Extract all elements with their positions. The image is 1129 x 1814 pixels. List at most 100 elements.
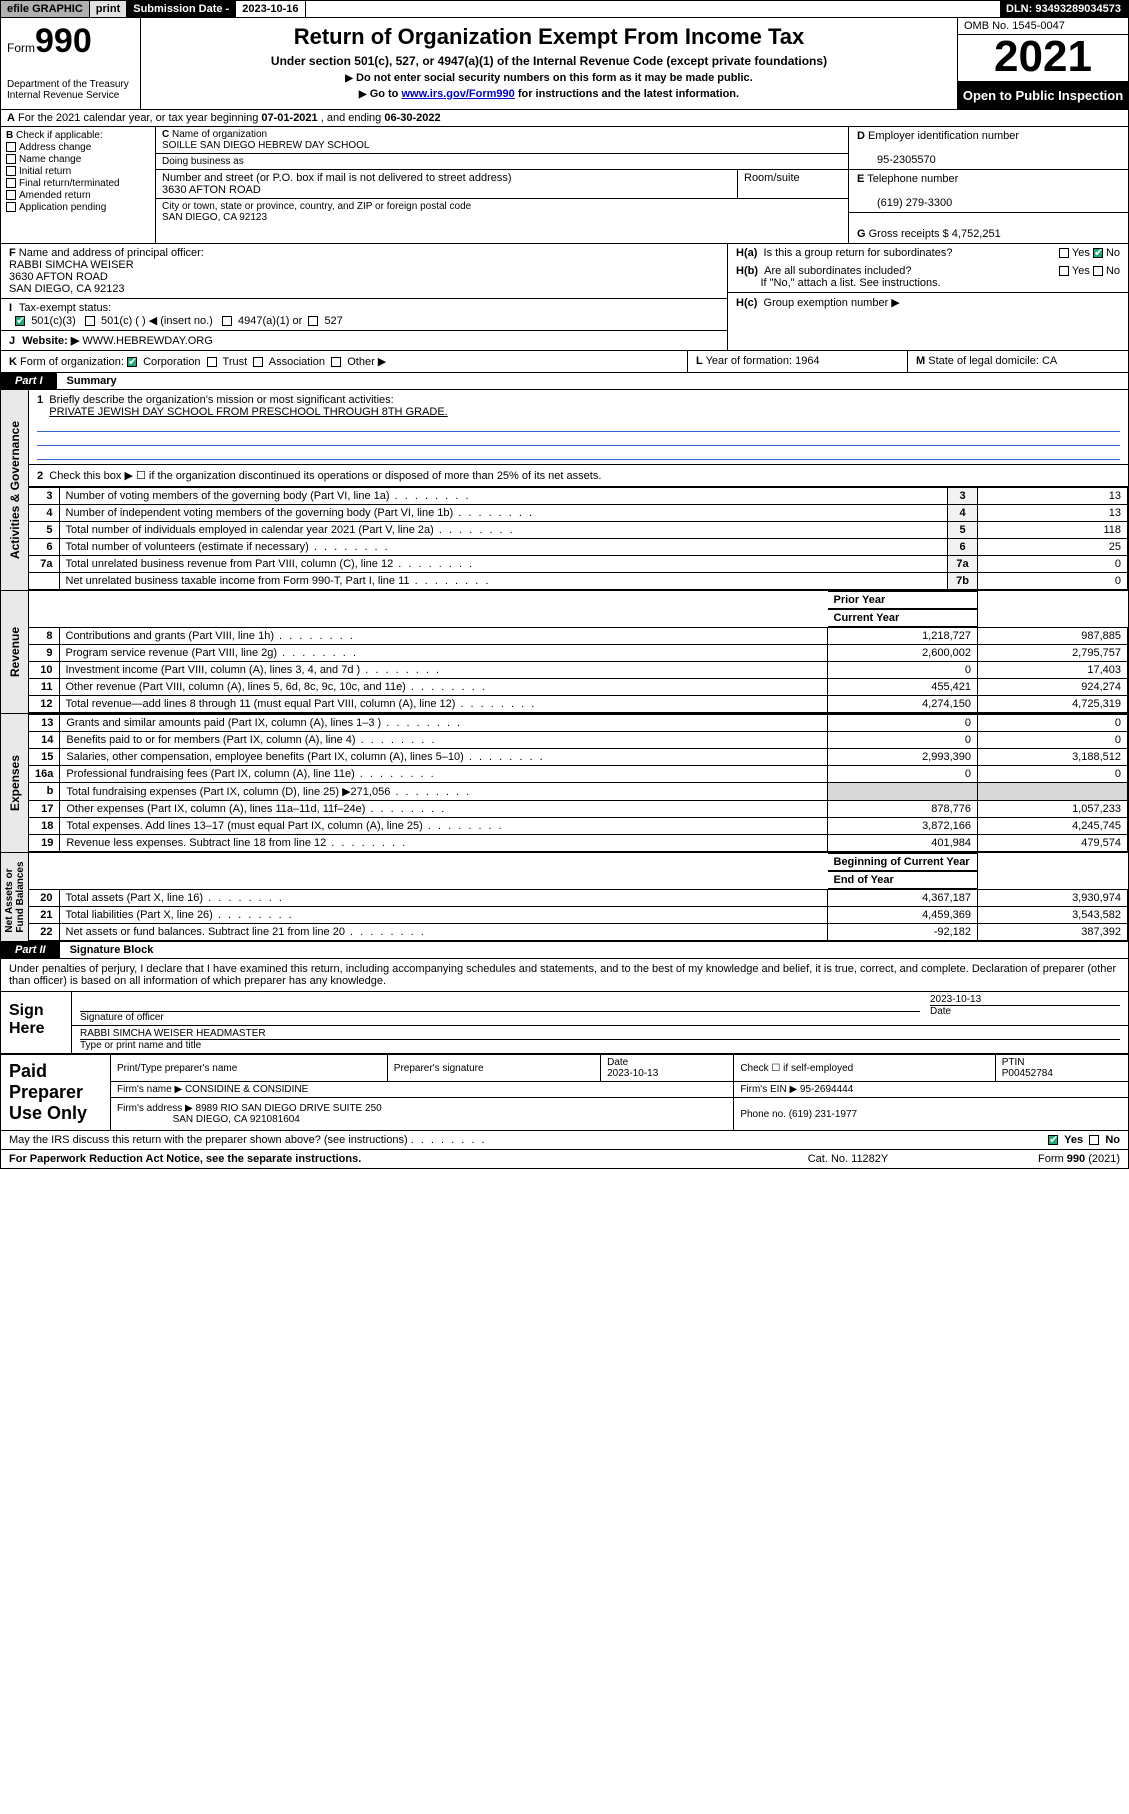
dba-label: Doing business as: [162, 156, 244, 167]
section-governance: Activities & Governance 1 Briefly descri…: [0, 390, 1129, 590]
net-assets-table: Beginning of Current YearEnd of Year20To…: [29, 853, 1128, 941]
addr-label: Number and street (or P.O. box if mail i…: [162, 172, 512, 184]
table-row: 17Other expenses (Part IX, column (A), l…: [29, 801, 1128, 818]
sign-here-label: Sign Here: [1, 992, 71, 1053]
firm-phone: (619) 231-1977: [789, 1109, 857, 1120]
form-prefix: Form: [7, 41, 35, 55]
firm-addr1: 8989 RIO SAN DIEGO DRIVE SUITE 250: [196, 1103, 382, 1114]
table-row: 13Grants and similar amounts paid (Part …: [29, 715, 1128, 732]
note-ssn: ▶ Do not enter social security numbers o…: [149, 72, 949, 84]
submission-date-label: Submission Date -: [127, 1, 236, 17]
chk-527[interactable]: [308, 316, 318, 326]
chk-other[interactable]: [331, 357, 341, 367]
table-row: 10Investment income (Part VIII, column (…: [29, 662, 1128, 679]
chk-name-change[interactable]: Name change: [6, 154, 150, 165]
table-row: 7aTotal unrelated business revenue from …: [29, 556, 1128, 573]
chk-amended-return[interactable]: Amended return: [6, 190, 150, 201]
page-footer: For Paperwork Reduction Act Notice, see …: [0, 1150, 1129, 1169]
tax-exempt-label: Tax-exempt status:: [19, 302, 111, 314]
prep-date: Date2023-10-13: [601, 1055, 734, 1082]
part-ii-tab: Part II: [1, 942, 60, 958]
chk-association[interactable]: [253, 357, 263, 367]
table-row: Net unrelated business taxable income fr…: [29, 573, 1128, 590]
gross-receipts-value: 4,752,251: [952, 228, 1001, 240]
irs-link[interactable]: www.irs.gov/Form990: [401, 88, 514, 100]
discuss-row: May the IRS discuss this return with the…: [0, 1131, 1129, 1150]
chk-initial-return[interactable]: Initial return: [6, 166, 150, 177]
paid-preparer-table: Paid Preparer Use Only Print/Type prepar…: [0, 1054, 1129, 1131]
table-row: 3Number of voting members of the governi…: [29, 488, 1128, 505]
table-row: 12Total revenue—add lines 8 through 11 (…: [29, 696, 1128, 713]
chk-4947[interactable]: [222, 316, 232, 326]
name-title-label: Type or print name and title: [80, 1040, 201, 1051]
part-i-tab: Part I: [1, 373, 57, 389]
officer-addr2: SAN DIEGO, CA 92123: [9, 283, 125, 295]
table-row: 4Number of independent voting members of…: [29, 505, 1128, 522]
domicile-label: State of legal domicile:: [928, 355, 1039, 367]
hb-no[interactable]: [1093, 266, 1103, 276]
prep-name-hdr: Print/Type preparer's name: [111, 1055, 388, 1082]
hb-note: If "No," attach a list. See instructions…: [760, 277, 940, 289]
part-i-header: Part I Summary: [0, 373, 1129, 390]
prep-ptin: PTINP00452784: [995, 1055, 1128, 1082]
form-header: Form990 Department of the Treasury Inter…: [0, 18, 1129, 110]
identity-grid: B Check if applicable: Address change Na…: [0, 127, 1129, 244]
domicile-value: CA: [1042, 355, 1057, 367]
form-subtitle: Under section 501(c), 527, or 4947(a)(1)…: [149, 54, 949, 68]
discuss-question: May the IRS discuss this return with the…: [9, 1134, 408, 1146]
discuss-yes[interactable]: [1048, 1135, 1058, 1145]
department-label: Department of the Treasury Internal Reve…: [7, 79, 134, 101]
firm-phone-label: Phone no.: [740, 1109, 786, 1120]
hb-yes[interactable]: [1059, 266, 1069, 276]
perjury-text: Under penalties of perjury, I declare th…: [0, 959, 1129, 992]
org-name-label: Name of organization: [172, 129, 267, 140]
officer-signature-line[interactable]: [80, 994, 920, 1012]
chk-trust[interactable]: [207, 357, 217, 367]
vlabel-expenses: Expenses: [8, 755, 22, 811]
vlabel-governance: Activities & Governance: [8, 421, 22, 559]
table-row: 8Contributions and grants (Part VIII, li…: [29, 628, 1128, 645]
firm-addr2: SAN DIEGO, CA 921081604: [173, 1114, 300, 1125]
hb-question: Are all subordinates included?: [764, 265, 911, 277]
street-address: 3630 AFTON ROAD: [162, 184, 261, 196]
part-ii-header: Part II Signature Block: [0, 942, 1129, 959]
chk-final-return[interactable]: Final return/terminated: [6, 178, 150, 189]
top-strip: efile GRAPHIC print Submission Date - 20…: [0, 0, 1129, 18]
chk-501c[interactable]: [85, 316, 95, 326]
table-row: 22Net assets or fund balances. Subtract …: [29, 924, 1128, 941]
form-title: Return of Organization Exempt From Incom…: [149, 24, 949, 50]
vlabel-net-assets: Net Assets orFund Balances: [4, 861, 26, 932]
table-row: 16aProfessional fundraising fees (Part I…: [29, 766, 1128, 783]
cat-no: Cat. No. 11282Y: [748, 1150, 948, 1168]
ha-yes[interactable]: [1059, 248, 1069, 258]
officer-label: Name and address of principal officer:: [19, 247, 204, 259]
tax-year-range: A For the 2021 calendar year, or tax yea…: [0, 110, 1129, 127]
q2-row: 2 Check this box ▶ ☐ if the organization…: [29, 465, 1128, 487]
chk-address-change[interactable]: Address change: [6, 142, 150, 153]
table-row: 20Total assets (Part X, line 16)4,367,18…: [29, 890, 1128, 907]
firm-addr-label: Firm's address ▶: [117, 1103, 193, 1114]
form-footer: Form 990 (2021): [948, 1150, 1128, 1168]
mission-text: PRIVATE JEWISH DAY SCHOOL FROM PRESCHOOL…: [49, 406, 448, 418]
discuss-no[interactable]: [1089, 1135, 1099, 1145]
chk-corporation[interactable]: [127, 357, 137, 367]
officer-addr1: 3630 AFTON ROAD: [9, 271, 108, 283]
year-formation-value: 1964: [795, 355, 819, 367]
print-button[interactable]: print: [90, 1, 127, 17]
note-link: ▶ Go to www.irs.gov/Form990 for instruct…: [149, 88, 949, 100]
chk-application-pending[interactable]: Application pending: [6, 202, 150, 213]
chk-501c3[interactable]: [15, 316, 25, 326]
phone-value: (619) 279-3300: [857, 197, 952, 209]
website-label: Website: ▶: [22, 335, 79, 347]
table-row: 11Other revenue (Part VIII, column (A), …: [29, 679, 1128, 696]
efile-label: efile GRAPHIC: [1, 1, 90, 17]
city-label: City or town, state or province, country…: [162, 201, 471, 212]
table-row: 21Total liabilities (Part X, line 26)4,4…: [29, 907, 1128, 924]
dln-value: 93493289034573: [1035, 3, 1121, 15]
prep-self-employed[interactable]: Check ☐ if self-employed: [734, 1055, 995, 1082]
section-b: B Check if applicable: Address change Na…: [1, 127, 156, 243]
pra-notice: For Paperwork Reduction Act Notice, see …: [1, 1150, 748, 1168]
dln: DLN: 93493289034573: [1000, 1, 1128, 17]
sign-here-block: Sign Here Signature of officer 2023-10-1…: [0, 992, 1129, 1054]
ha-no[interactable]: [1093, 248, 1103, 258]
